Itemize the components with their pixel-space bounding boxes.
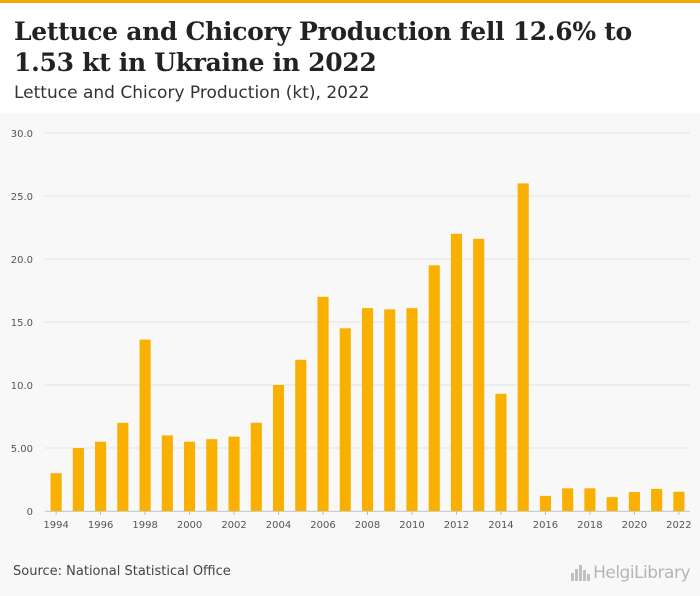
x-tick-label: 2000 xyxy=(177,520,202,531)
source-note: Source: National Statistical Office xyxy=(13,564,231,579)
bar xyxy=(495,393,507,511)
bar xyxy=(228,436,240,511)
bar xyxy=(651,488,663,511)
bar xyxy=(272,385,285,511)
x-tick-label: 2018 xyxy=(577,520,602,531)
bar xyxy=(339,328,351,511)
bar xyxy=(450,233,463,512)
accent-bar xyxy=(0,0,700,3)
bar xyxy=(317,296,329,511)
bar xyxy=(295,359,307,511)
bar xyxy=(562,488,574,511)
bar xyxy=(161,435,173,511)
bar xyxy=(628,492,640,511)
bar xyxy=(473,238,485,511)
x-tick-label: 2012 xyxy=(444,520,469,531)
x-tick-label: 1996 xyxy=(88,520,113,531)
bar xyxy=(517,183,529,511)
bar xyxy=(361,308,374,511)
bar xyxy=(50,473,62,511)
helgi-library-logo: HelgiLibrary xyxy=(571,561,690,585)
bar xyxy=(406,308,418,511)
x-tick-label: 2004 xyxy=(266,520,291,531)
bar xyxy=(584,488,596,511)
bar xyxy=(117,422,129,511)
bar xyxy=(206,439,218,511)
bar xyxy=(250,422,262,511)
y-tick-label: 30.0 xyxy=(11,129,33,140)
bar xyxy=(428,265,440,511)
logo-text: HelgiLibrary xyxy=(593,563,690,583)
bar xyxy=(606,497,618,511)
x-tick-label: 2014 xyxy=(488,520,513,531)
y-tick-label: 25.0 xyxy=(11,192,33,203)
bar xyxy=(539,495,551,511)
y-tick-label: 0 xyxy=(27,507,33,518)
chart-subtitle: Lettuce and Chicory Production (kt), 202… xyxy=(14,83,370,103)
chart-title: Lettuce and Chicory Production fell 12.6… xyxy=(14,17,632,77)
x-tick-label: 1994 xyxy=(43,520,68,531)
bar xyxy=(95,441,107,511)
y-tick-label: 20.0 xyxy=(11,255,33,266)
x-tick-label: 2002 xyxy=(221,520,246,531)
y-tick-label: 15.0 xyxy=(11,318,33,329)
x-tick-label: 2006 xyxy=(310,520,335,531)
y-tick-label: 5.00 xyxy=(11,444,33,455)
bar xyxy=(673,491,685,511)
x-tick-label: 2008 xyxy=(355,520,380,531)
bar xyxy=(72,448,84,511)
x-tick-label: 2020 xyxy=(622,520,647,531)
header: Lettuce and Chicory Production fell 12.6… xyxy=(0,3,700,113)
bar xyxy=(139,339,151,511)
bar xyxy=(384,309,396,511)
bar xyxy=(184,441,196,511)
x-tick-label: 2022 xyxy=(666,520,691,531)
y-tick-label: 10.0 xyxy=(11,381,33,392)
x-tick-label: 1998 xyxy=(132,520,157,531)
x-tick-label: 2010 xyxy=(399,520,424,531)
logo-bars-icon xyxy=(571,565,591,581)
x-tick-label: 2016 xyxy=(533,520,558,531)
